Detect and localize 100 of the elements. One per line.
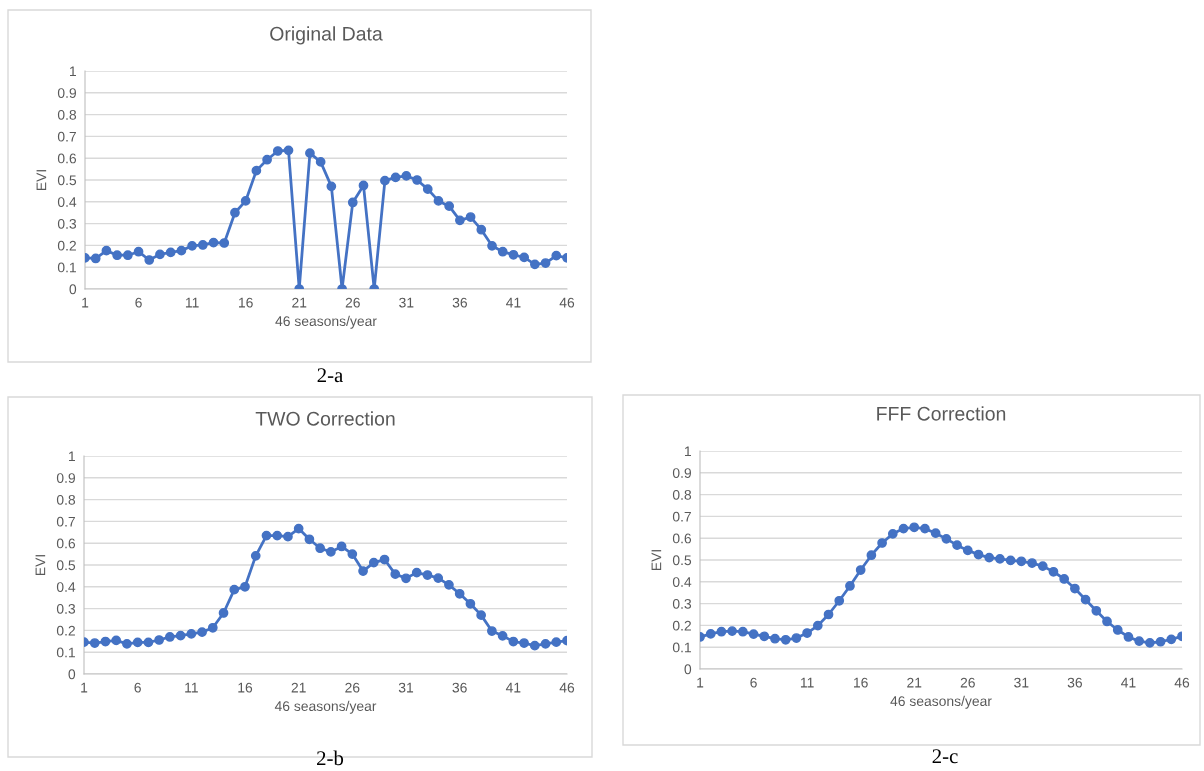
point <box>465 212 476 222</box>
point <box>272 146 283 156</box>
y-axis-title: EVI <box>651 550 662 571</box>
point <box>336 541 347 552</box>
x-tick-label: 6 <box>134 682 141 693</box>
y-tick-label: 0.8 <box>672 489 692 500</box>
point <box>412 175 422 185</box>
point <box>240 581 250 592</box>
y-tick-label: 0.3 <box>56 603 76 614</box>
y-tick-label: 0 <box>684 664 692 675</box>
x-tick-label: 11 <box>800 677 814 688</box>
x-tick-label: 31 <box>1014 677 1029 688</box>
point <box>1080 594 1091 605</box>
point <box>229 584 240 595</box>
point <box>305 148 315 159</box>
x-tick-label: 41 <box>506 297 521 308</box>
point <box>823 609 834 620</box>
y-tick-label: 0.9 <box>57 88 77 98</box>
point <box>101 245 112 256</box>
x-tick-label: 31 <box>398 682 414 693</box>
point <box>780 634 791 645</box>
point <box>283 145 294 156</box>
point <box>454 588 465 599</box>
point <box>487 240 497 251</box>
point <box>390 569 401 580</box>
point <box>1102 616 1112 627</box>
point <box>540 639 551 649</box>
point <box>551 250 562 261</box>
point <box>326 547 336 557</box>
point <box>401 170 412 181</box>
point <box>476 224 487 235</box>
point <box>1016 556 1027 567</box>
y-tick-label: 0 <box>69 284 77 295</box>
point <box>122 250 133 261</box>
point <box>941 533 952 544</box>
x-tick-label: 46 <box>559 682 575 693</box>
point <box>508 249 519 260</box>
x-axis-title: 46 seasons/year <box>274 700 377 714</box>
y-tick-label: 0.4 <box>56 582 76 592</box>
y-tick-label: 0.1 <box>56 647 75 658</box>
point <box>476 610 486 621</box>
point <box>1112 625 1123 635</box>
point <box>401 573 411 584</box>
point <box>272 530 283 541</box>
point <box>497 246 508 257</box>
x-tick-label: 21 <box>292 297 307 308</box>
point <box>433 196 444 206</box>
point <box>1123 632 1134 642</box>
point <box>1166 634 1177 645</box>
x-tick-label: 1 <box>697 677 704 688</box>
point <box>422 184 433 195</box>
point <box>834 595 845 606</box>
point <box>444 201 455 212</box>
point <box>877 538 887 548</box>
point <box>748 629 759 639</box>
y-tick-label: 0.2 <box>57 240 76 251</box>
point <box>283 531 293 542</box>
point <box>347 549 358 559</box>
y-axis-title: EVI <box>36 170 47 191</box>
x-axis-title: 46 seasons/year <box>890 695 992 709</box>
y-tick-label: 0.4 <box>672 577 692 587</box>
point <box>487 626 497 636</box>
point <box>122 639 132 649</box>
y-tick-label: 0.8 <box>56 494 76 505</box>
y-tick-label: 0.1 <box>672 642 691 653</box>
y-tick-label: 0.5 <box>672 555 692 566</box>
point <box>315 543 325 554</box>
x-tick-label: 21 <box>907 677 922 688</box>
point <box>251 165 262 176</box>
point <box>165 247 176 258</box>
point <box>390 172 401 183</box>
point <box>112 250 122 261</box>
x-tick-label: 26 <box>345 682 360 693</box>
point <box>411 567 422 578</box>
point <box>1005 555 1016 566</box>
point <box>144 255 155 265</box>
point <box>973 549 984 560</box>
point <box>261 530 272 541</box>
point <box>920 523 930 534</box>
point <box>1027 558 1037 568</box>
chart-title: Original Data <box>270 26 383 45</box>
point <box>326 181 337 192</box>
point <box>155 249 165 260</box>
point <box>519 252 530 263</box>
point <box>962 545 973 556</box>
y-tick-label: 0.2 <box>672 620 691 631</box>
point <box>315 157 326 167</box>
point <box>433 573 444 583</box>
point <box>812 620 823 631</box>
x-tick-label: 41 <box>1121 677 1136 688</box>
point <box>100 636 111 647</box>
x-tick-label: 36 <box>452 297 467 308</box>
x-tick-label: 36 <box>452 682 467 693</box>
point <box>770 633 780 644</box>
x-tick-label: 16 <box>238 682 253 693</box>
point <box>358 180 369 191</box>
y-tick-label: 0.6 <box>56 538 76 549</box>
point <box>250 550 261 561</box>
y-tick-label: 0.6 <box>672 533 692 544</box>
point <box>143 637 154 648</box>
